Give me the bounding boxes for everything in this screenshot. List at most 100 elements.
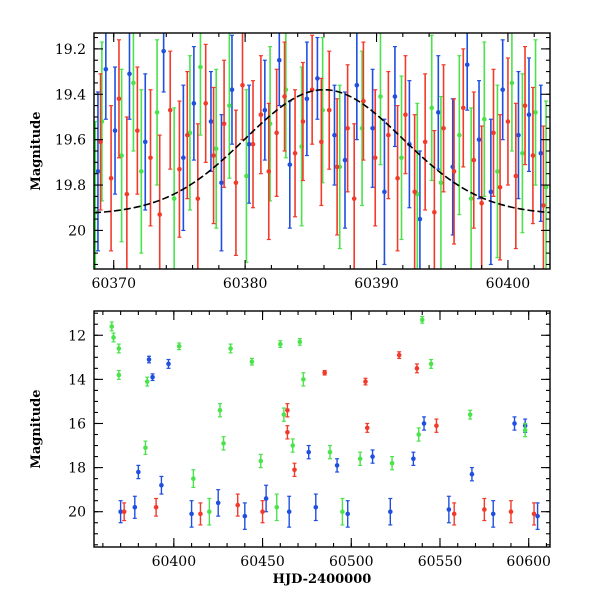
data-point bbox=[476, 137, 482, 142]
data-point bbox=[432, 209, 437, 215]
data-point bbox=[481, 116, 487, 122]
data-point bbox=[211, 153, 216, 158]
data-point bbox=[116, 372, 122, 378]
data-point bbox=[429, 105, 435, 111]
data-point bbox=[121, 509, 127, 515]
data-point bbox=[538, 150, 544, 156]
data-point bbox=[95, 169, 101, 174]
data-point bbox=[509, 80, 515, 86]
data-point bbox=[154, 110, 160, 115]
data-point bbox=[535, 513, 540, 519]
data-point bbox=[219, 180, 224, 186]
data-point bbox=[153, 504, 159, 510]
data-point bbox=[451, 511, 457, 517]
data-point bbox=[306, 449, 311, 455]
data-point bbox=[227, 103, 232, 108]
data-point bbox=[221, 121, 227, 127]
bottom-plot-frame bbox=[93, 310, 551, 548]
x-tick-label: 60390 bbox=[354, 276, 399, 292]
data-point bbox=[497, 185, 503, 190]
data-point bbox=[327, 449, 333, 455]
data-point bbox=[281, 412, 287, 417]
data-point bbox=[191, 476, 196, 481]
data-point bbox=[488, 189, 494, 195]
data-point bbox=[416, 432, 422, 437]
y-tick-label: 20 bbox=[68, 223, 86, 239]
data-point bbox=[434, 423, 439, 428]
bottom-x-axis-title: HJD-2400000 bbox=[273, 572, 372, 587]
data-point bbox=[512, 421, 517, 426]
data-point bbox=[157, 212, 163, 217]
data-point bbox=[471, 157, 477, 163]
data-point bbox=[414, 366, 420, 371]
data-point bbox=[258, 458, 264, 464]
top-y-axis-title: Magnitude bbox=[29, 111, 44, 190]
data-point bbox=[417, 216, 423, 222]
data-point bbox=[469, 471, 475, 477]
data-point bbox=[215, 500, 221, 506]
data-point bbox=[203, 101, 209, 106]
y-tick-label: 20 bbox=[68, 505, 86, 521]
data-point bbox=[208, 119, 214, 124]
data-point bbox=[334, 463, 340, 468]
data-point bbox=[372, 155, 378, 161]
data-point bbox=[240, 82, 245, 88]
data-point bbox=[246, 141, 252, 147]
data-point bbox=[135, 128, 140, 133]
data-point bbox=[460, 105, 466, 111]
data-point bbox=[177, 166, 182, 172]
data-point bbox=[260, 509, 265, 515]
data-point bbox=[479, 200, 484, 206]
data-point bbox=[136, 469, 141, 475]
data-point bbox=[370, 454, 375, 459]
data-point bbox=[108, 175, 114, 181]
data-point bbox=[301, 377, 306, 382]
data-point bbox=[124, 191, 130, 197]
data-point bbox=[322, 370, 327, 376]
data-point bbox=[119, 153, 124, 158]
data-point bbox=[541, 203, 546, 208]
data-point bbox=[263, 496, 269, 501]
y-tick-label: 19.2 bbox=[55, 42, 86, 58]
data-point bbox=[282, 94, 287, 99]
data-point bbox=[109, 324, 115, 329]
data-point bbox=[195, 196, 201, 201]
bottom-panel: 60400 60450 60500 60550 60600 12 14 16 18 20 Magn… bbox=[29, 310, 551, 587]
data-point bbox=[274, 130, 279, 136]
y-tick-label: 19.4 bbox=[55, 87, 86, 103]
data-point bbox=[148, 155, 153, 161]
data-point bbox=[370, 126, 375, 131]
bottom-y-axis-title: Magnitude bbox=[29, 389, 44, 468]
data-point bbox=[274, 504, 280, 510]
y-tick-label: 16 bbox=[68, 416, 86, 432]
data-point bbox=[285, 407, 290, 413]
data-point bbox=[132, 504, 138, 510]
data-point bbox=[361, 98, 366, 104]
data-point bbox=[159, 482, 164, 488]
data-point bbox=[116, 346, 122, 351]
data-point bbox=[508, 509, 514, 515]
data-point bbox=[297, 339, 303, 345]
x-tick-label: 60600 bbox=[506, 554, 551, 570]
x-tick-label: 60450 bbox=[240, 554, 285, 570]
data-point bbox=[500, 87, 505, 93]
data-point bbox=[482, 507, 487, 512]
data-point bbox=[189, 511, 194, 517]
data-point bbox=[491, 130, 496, 136]
data-point bbox=[334, 164, 340, 170]
data-point bbox=[290, 443, 296, 448]
data-point bbox=[382, 189, 387, 195]
data-point bbox=[326, 107, 332, 113]
data-point bbox=[207, 509, 212, 515]
x-tick-label: 60400 bbox=[486, 276, 531, 292]
data-point bbox=[513, 173, 519, 179]
data-point bbox=[116, 96, 122, 102]
data-point bbox=[526, 112, 532, 117]
data-point bbox=[363, 379, 368, 384]
data-point bbox=[495, 169, 500, 174]
data-point bbox=[266, 169, 272, 174]
data-point bbox=[522, 103, 528, 108]
data-point bbox=[139, 169, 144, 174]
data-point bbox=[345, 126, 350, 131]
data-point bbox=[221, 441, 226, 446]
